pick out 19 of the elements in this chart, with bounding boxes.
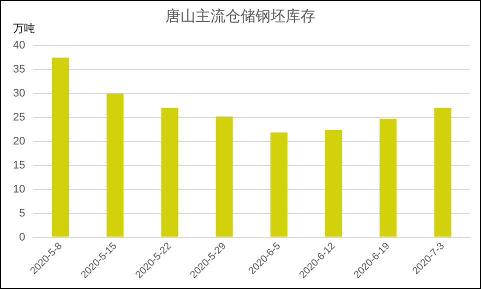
- y-tick-label: 30: [12, 88, 26, 100]
- bar: [380, 118, 397, 237]
- bar: [161, 108, 178, 237]
- bar: [270, 132, 288, 237]
- y-axis-title: 万吨: [13, 21, 35, 36]
- bar: [324, 130, 342, 237]
- y-tick-label: 25: [12, 112, 26, 124]
- y-tick-label: 10: [12, 183, 26, 196]
- y-tick-label: 20: [12, 135, 26, 148]
- y-tick-label: 35: [12, 64, 26, 76]
- bar: [434, 108, 452, 237]
- y-tick-label: 5: [19, 207, 26, 220]
- chart-title: 唐山主流仓储钢坯库存: [166, 7, 316, 25]
- y-tick-label: 0: [19, 231, 26, 244]
- bar: [52, 58, 70, 237]
- bar: [106, 94, 124, 237]
- bar: [216, 116, 233, 237]
- y-tick-label: 40: [12, 40, 26, 52]
- y-tick-label: 15: [12, 159, 26, 172]
